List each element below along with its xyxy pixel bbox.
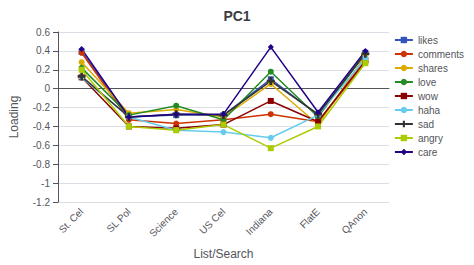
- svg-text:care: care: [418, 147, 438, 158]
- svg-text:0.2: 0.2: [36, 64, 50, 75]
- svg-text:love: love: [418, 77, 437, 88]
- svg-text:Indiana: Indiana: [244, 206, 275, 237]
- svg-text:-0.2: -0.2: [33, 102, 51, 113]
- svg-text:-1: -1: [41, 178, 50, 189]
- svg-text:0: 0: [44, 83, 50, 94]
- svg-text:0.4: 0.4: [36, 45, 50, 56]
- svg-text:-0.4: -0.4: [33, 121, 51, 132]
- svg-text:FlatE: FlatE: [298, 206, 322, 230]
- svg-text:SL Pol: SL Pol: [105, 206, 133, 234]
- svg-text:angry: angry: [418, 133, 443, 144]
- svg-text:likes: likes: [418, 35, 438, 46]
- svg-text:List/Search: List/Search: [193, 247, 253, 261]
- svg-text:-1.2: -1.2: [33, 197, 51, 208]
- svg-text:sad: sad: [418, 119, 434, 130]
- svg-text:haha: haha: [418, 105, 441, 116]
- svg-text:Science: Science: [147, 206, 180, 239]
- svg-text:Loading: Loading: [7, 96, 21, 139]
- svg-text:QAnon: QAnon: [339, 206, 369, 236]
- svg-text:-0.8: -0.8: [33, 159, 51, 170]
- svg-text:shares: shares: [418, 63, 448, 74]
- svg-text:St. Cel: St. Cel: [57, 206, 86, 235]
- svg-text:wow: wow: [417, 91, 439, 102]
- svg-text:0.6: 0.6: [36, 27, 50, 38]
- svg-text:comments: comments: [418, 49, 464, 60]
- svg-text:US Cel: US Cel: [197, 206, 227, 236]
- svg-text:-0.6: -0.6: [33, 140, 51, 151]
- svg-text:PC1: PC1: [223, 8, 250, 24]
